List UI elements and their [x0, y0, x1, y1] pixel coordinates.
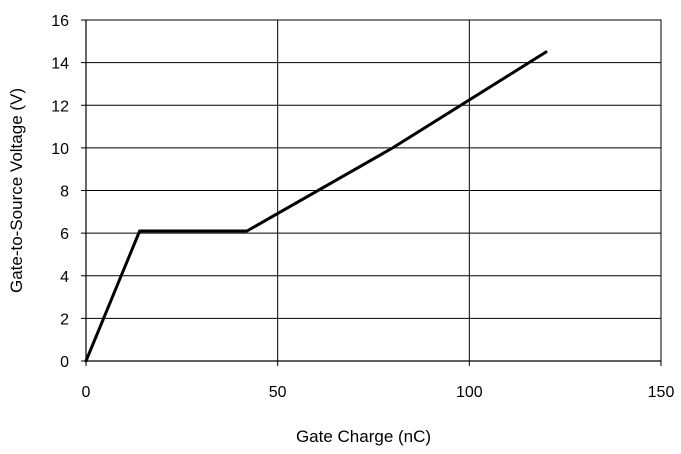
y-tick-label: 6	[60, 226, 69, 243]
y-tick-label: 10	[51, 141, 69, 158]
x-tick-label: 0	[82, 384, 91, 401]
x-tick-label: 150	[648, 384, 675, 401]
grid-lines	[86, 19, 662, 361]
y-axis-ticks: 0 2 4 6 8 10 12 14 16	[51, 13, 86, 371]
x-axis-ticks: 0 50 100 150	[82, 361, 675, 401]
series-group	[84, 50, 548, 363]
y-tick-label: 4	[60, 269, 69, 286]
y-tick-label: 16	[51, 13, 69, 30]
x-tick-label: 50	[269, 384, 287, 401]
y-tick-label: 14	[51, 56, 69, 73]
y-tick-label: 12	[51, 98, 69, 115]
y-tick-label: 2	[60, 311, 69, 328]
y-tick-label: 0	[60, 354, 69, 371]
y-tick-label: 8	[60, 184, 69, 201]
x-tick-label: 100	[456, 384, 483, 401]
y-axis-title: Gate-to-Source Voltage (V)	[7, 88, 26, 293]
x-axis-title: Gate Charge (nC)	[296, 427, 431, 446]
series-line	[84, 50, 548, 363]
